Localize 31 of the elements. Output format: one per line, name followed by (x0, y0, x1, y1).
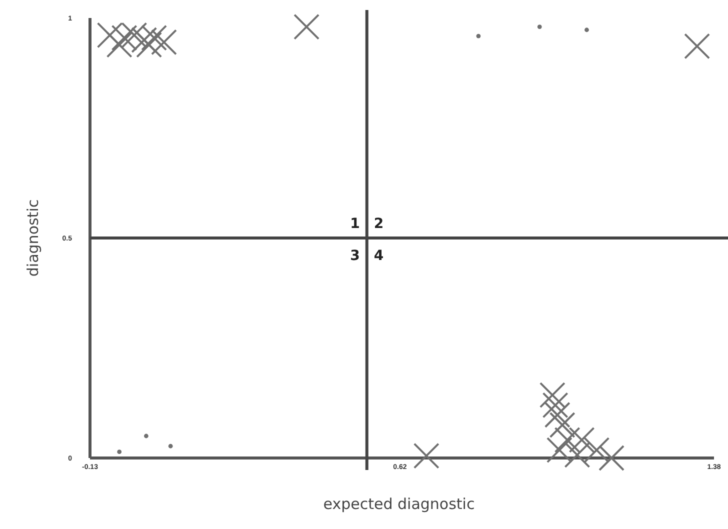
annotation: 4 (374, 248, 384, 264)
point (150, 29, 177, 56)
y-axis-title: diagnostic (24, 199, 42, 277)
point (549, 412, 576, 438)
point (476, 34, 481, 38)
point (106, 32, 132, 58)
point (546, 437, 572, 464)
point (544, 402, 570, 428)
annotation: 2 (374, 216, 384, 232)
point (539, 382, 566, 408)
x-axis-title: expected diagnostic (323, 495, 475, 513)
point (168, 444, 173, 448)
point (141, 24, 168, 51)
point (568, 426, 595, 453)
point (144, 434, 148, 438)
point (584, 28, 589, 32)
annotation: 1 (350, 216, 360, 232)
point (542, 392, 568, 418)
annotation: 3 (350, 248, 360, 264)
point (117, 450, 122, 454)
point (537, 24, 542, 29)
point (136, 32, 162, 58)
point (413, 442, 440, 469)
point (598, 445, 625, 471)
point (584, 437, 610, 464)
point (111, 24, 138, 51)
point (684, 33, 710, 60)
point (294, 14, 320, 40)
point (131, 27, 158, 53)
point (554, 426, 580, 453)
point (564, 442, 590, 468)
